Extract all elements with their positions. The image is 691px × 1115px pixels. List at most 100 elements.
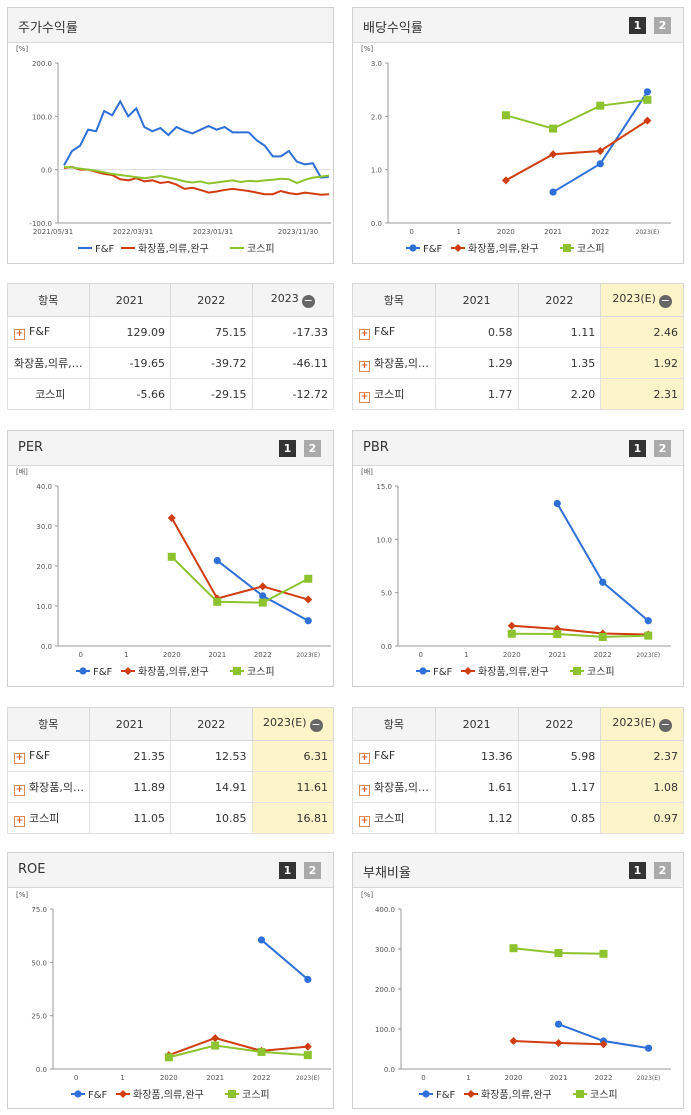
legend-item[interactable]: 화장품,의류,완구 (121, 243, 209, 255)
data-point (303, 1051, 312, 1060)
expand-plus-icon[interactable]: + (14, 784, 25, 796)
chart-page-button-1[interactable]: 1 (629, 17, 646, 34)
x-tick-label: 1 (466, 1074, 470, 1082)
legend-item[interactable]: F&F (76, 667, 113, 678)
table-header-row: 항목 2021 2022 2023− (7, 283, 334, 317)
series-line-0 (216, 559, 309, 622)
data-point (257, 936, 266, 944)
legend-item[interactable]: 코스피 (230, 243, 275, 255)
legend-label: 화장품,의류,완구 (481, 1089, 552, 1101)
column-header-label: 2022 (545, 717, 574, 731)
panel-title: PER (18, 440, 44, 455)
legend-label: 화장품,의류,완구 (133, 1089, 204, 1101)
value-cell: 1.92 (600, 347, 684, 379)
legend-item[interactable]: 화장품,의류,완구 (461, 666, 549, 678)
data-point (596, 160, 604, 168)
x-tick-label: 2023(E) (637, 1075, 661, 1082)
table-pbr: 항목 2021 2022 2023(E) − + F&F 13.36 5.98 2.37 + 화장품,… (352, 707, 684, 834)
value-cell: -29.15 (170, 378, 253, 410)
chart-page-button-2[interactable]: 2 (304, 440, 321, 457)
y-tick-label: 40.0 (36, 483, 52, 491)
row-name-cell: + F&F (352, 316, 436, 348)
table-per: 항목 2021 2022 2023(E) − + F&F 21.35 12.53 6.31 + 화장품… (7, 707, 334, 834)
legend-item[interactable]: F&F (406, 244, 443, 255)
column-header-label: 2023 (270, 292, 299, 305)
column-header: 2023(E) − (600, 707, 684, 741)
chart-page-button-1[interactable]: 1 (629, 440, 646, 457)
series-line-2 (168, 1044, 308, 1059)
chart-page-button-2[interactable]: 2 (654, 862, 671, 879)
legend-item[interactable]: 화장품,의류,완구 (464, 1089, 552, 1101)
data-point (507, 629, 516, 638)
expand-plus-icon[interactable]: + (14, 328, 25, 340)
legend-swatch-marker (464, 667, 472, 675)
expand-plus-icon[interactable]: + (359, 391, 370, 403)
x-tick-label: 2021 (544, 228, 562, 236)
series-line-1 (505, 119, 648, 182)
expand-plus-icon[interactable]: + (14, 815, 25, 827)
column-header-label: 2022 (197, 717, 226, 731)
chart-page-button-2[interactable]: 2 (304, 862, 321, 879)
chart-pbr: [배]15.0 10.0 5.0 0.0 0 1 2020 2021 2022 2023(E) F&… (361, 467, 671, 678)
legend-item[interactable]: 화장품,의류,완구 (121, 666, 209, 678)
x-tick-label: 2022 (591, 228, 609, 236)
data-point (553, 499, 561, 508)
legend-item[interactable]: 화장품,의류,완구 (451, 243, 539, 255)
panel-header: 배당수익률 1 2 (353, 8, 683, 43)
legend-item[interactable]: 코스피 (560, 243, 605, 255)
y-tick-label: 0.0 (36, 1066, 47, 1074)
value-cell: 11.05 (88, 802, 171, 834)
expand-plus-icon[interactable]: + (14, 752, 25, 764)
chart-page-button-1[interactable]: 1 (279, 440, 296, 457)
row-name: F&F (29, 324, 51, 338)
row-name-cell: 코스피 (7, 378, 90, 410)
legend-swatch-marker (124, 667, 132, 675)
panel-title: 부채비율 (363, 866, 411, 881)
row-name-cell: + 코스피 (352, 378, 436, 410)
column-header: 2023(E) − (251, 707, 334, 741)
legend-item[interactable]: 코스피 (570, 666, 615, 678)
panel-title: ROE (18, 862, 46, 877)
expand-plus-icon[interactable]: + (359, 328, 370, 340)
value-cell: 2.37 (600, 740, 684, 772)
legend-item[interactable]: 코스피 (230, 666, 275, 678)
value-cell: -5.66 (88, 378, 171, 410)
y-tick-label: 1.0 (371, 167, 382, 175)
column-header: 2023(E) − (600, 283, 684, 317)
legend-item[interactable]: 코스피 (225, 1089, 270, 1101)
x-tick-label: 2023(E) (296, 1075, 320, 1082)
row-name: F&F (374, 748, 396, 762)
table-row: + F&F 21.35 12.53 6.31 (7, 740, 334, 772)
legend-item[interactable]: F&F (71, 1090, 108, 1101)
data-point (303, 1042, 312, 1051)
chart-dividend: [%] 3.0 2.0 1.0 0.0 0 1 2020 2021 2022 2023(E) F&F 화… (361, 45, 671, 255)
legend-item[interactable]: F&F (416, 667, 453, 678)
data-point (599, 578, 607, 586)
chart-page-button-1[interactable]: 1 (279, 862, 296, 879)
legend-item[interactable]: 코스피 (573, 1089, 618, 1101)
column-header: 2021 (88, 283, 171, 317)
collapse-icon[interactable]: − (301, 294, 315, 308)
data-point (554, 1020, 563, 1028)
collapse-icon[interactable]: − (658, 718, 672, 732)
value-cell: 129.09 (88, 316, 171, 348)
legend-item[interactable]: F&F (78, 244, 115, 255)
collapse-icon[interactable]: − (309, 718, 323, 732)
collapse-icon[interactable]: − (658, 294, 672, 308)
expand-plus-icon[interactable]: + (359, 752, 370, 764)
expand-plus-icon[interactable]: + (359, 815, 370, 827)
legend-label: F&F (433, 667, 453, 678)
legend-label: F&F (93, 667, 113, 678)
chart-page-button-2[interactable]: 2 (654, 17, 671, 34)
chart-page-button-1[interactable]: 1 (629, 862, 646, 879)
legend-swatch-marker (419, 667, 427, 675)
y-tick-label: 10.0 (36, 603, 52, 611)
expand-plus-icon[interactable]: + (359, 784, 370, 796)
expand-plus-icon[interactable]: + (359, 360, 370, 372)
legend-item[interactable]: 화장품,의류,완구 (116, 1089, 204, 1101)
chart-page-button-2[interactable]: 2 (654, 440, 671, 457)
row-name-cell: + 코스피 (352, 802, 436, 834)
legend-item[interactable]: F&F (419, 1090, 456, 1101)
data-point (599, 949, 608, 958)
y-tick-label: 2.0 (371, 113, 382, 121)
